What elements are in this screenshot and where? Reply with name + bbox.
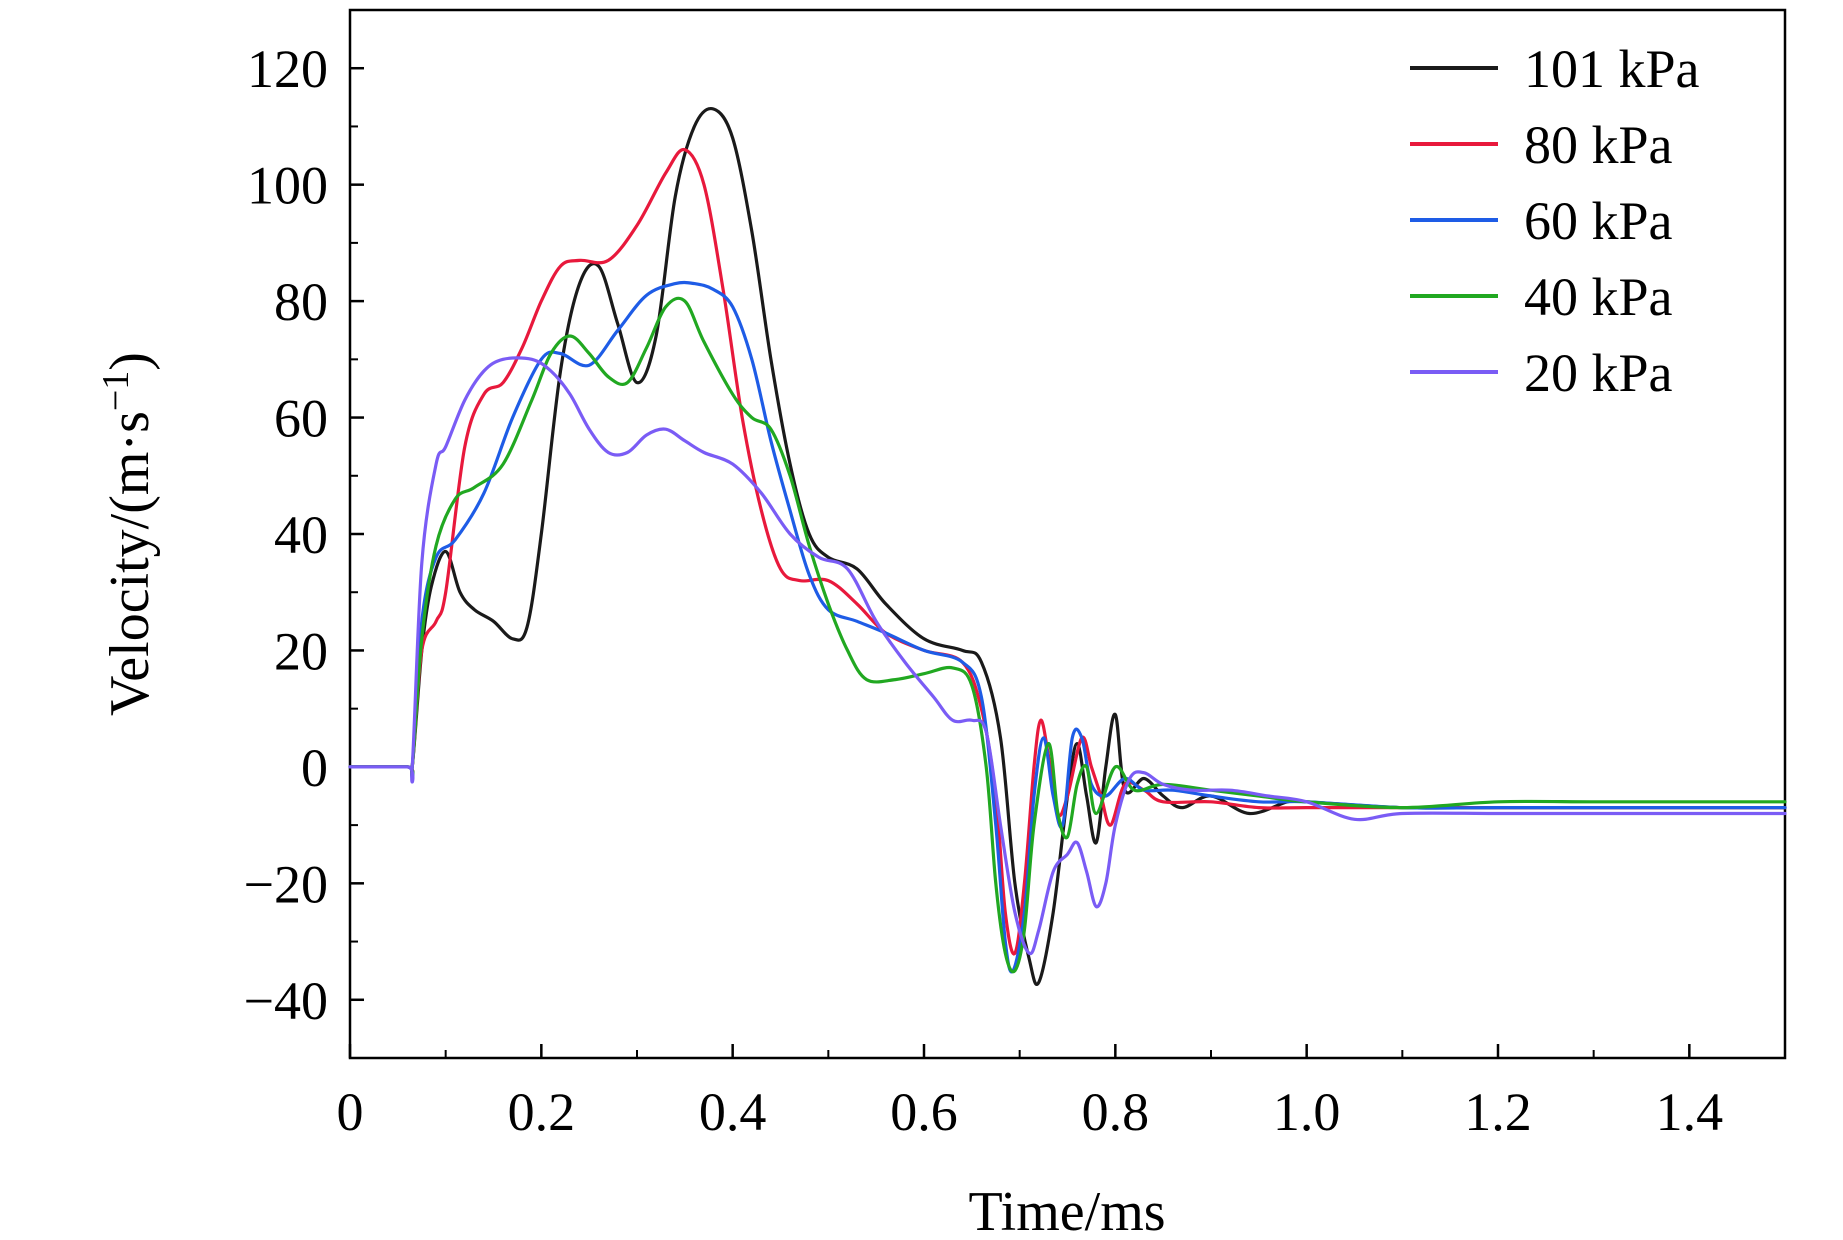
x-tick-label: 0.8 — [1082, 1082, 1150, 1142]
x-tick-label: 1.4 — [1656, 1082, 1724, 1142]
y-tick-label: 120 — [247, 39, 328, 99]
series-lines — [348, 106, 1787, 986]
series-line-4 — [348, 356, 1787, 956]
y-axis-title: Velocity/(m·s−1) — [95, 352, 161, 716]
y-axis-title-superscript: −1 — [95, 371, 137, 411]
y-tick-label: 100 — [247, 156, 328, 216]
y-tick-label: −40 — [244, 971, 328, 1031]
y-tick-label: 0 — [301, 738, 328, 798]
x-tick-label: 0.4 — [699, 1082, 767, 1142]
x-tick-label: 0.2 — [508, 1082, 576, 1142]
series-line-0 — [348, 106, 1787, 986]
y-tick-label: 80 — [274, 272, 328, 332]
x-axis-title: Time/ms — [968, 1181, 1165, 1240]
legend-label: 60 kPa — [1524, 191, 1673, 251]
y-axis-title-main: Velocity/(m·s — [99, 411, 161, 716]
x-tick-label: 0 — [337, 1082, 364, 1142]
y-axis-ticks: −40 −20 0 20 40 60 80 100 120 — [244, 9, 364, 1031]
x-tick-label: 1.2 — [1464, 1082, 1532, 1142]
legend-label: 20 kPa — [1524, 343, 1673, 403]
x-axis-ticks: 0 0.2 0.4 0.6 0.8 1.0 1.2 1.4 — [337, 1044, 1786, 1142]
y-tick-label: −20 — [244, 854, 328, 914]
y-tick-label: 40 — [274, 505, 328, 565]
x-tick-label: 0.6 — [890, 1082, 958, 1142]
legend-label: 40 kPa — [1524, 267, 1673, 327]
y-axis-title-close: ) — [99, 352, 161, 371]
x-tick-label: 1.0 — [1273, 1082, 1341, 1142]
legend-label: 80 kPa — [1524, 115, 1673, 175]
legend: 101 kPa 80 kPa 60 kPa 40 kPa 20 kPa — [1410, 39, 1700, 403]
y-tick-label: 60 — [274, 389, 328, 449]
legend-label: 101 kPa — [1524, 39, 1700, 99]
y-tick-label: 20 — [274, 621, 328, 681]
